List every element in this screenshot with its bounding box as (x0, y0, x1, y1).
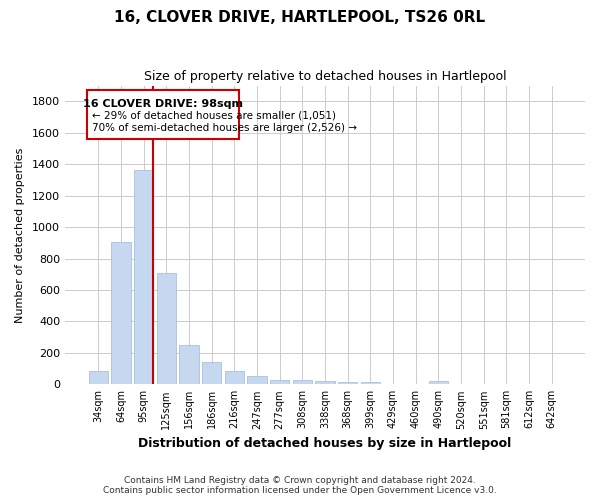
Bar (111, 242, 131, 384)
Bar (361, 382, 380, 384)
FancyBboxPatch shape (87, 90, 239, 139)
Bar (429, 381, 448, 384)
Text: 70% of semi-detached houses are larger (2,526) →: 70% of semi-detached houses are larger (… (92, 124, 357, 134)
Bar (134, 170, 153, 384)
Text: ← 29% of detached houses are smaller (1,051): ← 29% of detached houses are smaller (1,… (92, 110, 336, 120)
Bar (293, 380, 312, 384)
Bar (316, 381, 335, 384)
Bar (202, 362, 221, 384)
Text: 16 CLOVER DRIVE: 98sqm: 16 CLOVER DRIVE: 98sqm (83, 99, 243, 109)
Bar (270, 380, 289, 384)
Text: Contains HM Land Registry data © Crown copyright and database right 2024.
Contai: Contains HM Land Registry data © Crown c… (103, 476, 497, 495)
Bar (338, 382, 357, 384)
Bar (224, 371, 244, 384)
Text: 16, CLOVER DRIVE, HARTLEPOOL, TS26 0RL: 16, CLOVER DRIVE, HARTLEPOOL, TS26 0RL (115, 10, 485, 25)
X-axis label: Distribution of detached houses by size in Hartlepool: Distribution of detached houses by size … (139, 437, 512, 450)
Bar (179, 345, 199, 385)
Y-axis label: Number of detached properties: Number of detached properties (15, 147, 25, 322)
Bar (247, 376, 266, 384)
Bar (157, 272, 176, 384)
Title: Size of property relative to detached houses in Hartlepool: Size of property relative to detached ho… (143, 70, 506, 83)
Bar (89, 371, 108, 384)
